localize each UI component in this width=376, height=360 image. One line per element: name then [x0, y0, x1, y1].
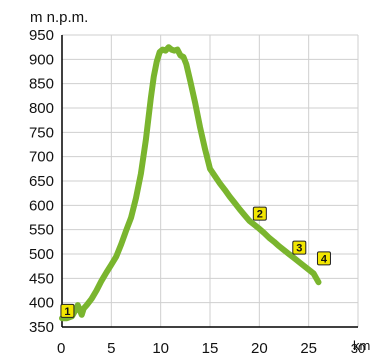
- waypoint-marker-label: 3: [296, 243, 302, 255]
- waypoint-marker-1: 1: [60, 303, 75, 318]
- waypoint-marker-box: [292, 240, 307, 255]
- x-tick-label: 30: [351, 341, 365, 355]
- y-tick-label: 650: [29, 173, 54, 190]
- waypoint-marker-box: [252, 206, 267, 221]
- series-layer: [59, 44, 322, 322]
- y-tick-label: 800: [29, 100, 54, 117]
- y-tick-label: 600: [29, 197, 54, 214]
- x-tick-labels: 0 5 10 15 20 25 30: [57, 340, 365, 357]
- elevation-line: [59, 44, 322, 322]
- y-tick-label: 400: [29, 295, 54, 312]
- y-tick-labels: 350 400 450 500 550 600 650 700 750 800 850 900 950: [29, 27, 54, 336]
- waypoint-marker-label: 1: [64, 306, 70, 318]
- waypoint-marker-label: 2: [257, 209, 263, 221]
- waypoint-marker-2: 2: [252, 206, 267, 221]
- x-tick-label: 25: [300, 340, 317, 355]
- plot-frame: [61, 35, 358, 328]
- y-tick-label: 750: [29, 124, 54, 141]
- y-tick-label: 550: [29, 222, 54, 239]
- x-tick-label: 5: [107, 340, 115, 355]
- x-tick-label: 10: [152, 340, 169, 355]
- markers-layer: 1 2 3 4: [60, 206, 331, 318]
- grid: [61, 34, 359, 328]
- y-tick-label: 700: [29, 149, 54, 166]
- waypoint-marker-3: 3: [292, 240, 307, 255]
- waypoint-marker-box: [60, 303, 75, 318]
- y-tick-label: 450: [29, 270, 54, 287]
- y-axis-label: m n.p.m.: [30, 9, 88, 26]
- x-tick-label: 20: [251, 340, 268, 355]
- x-tick-label: 15: [202, 340, 219, 355]
- y-tick-label: 950: [29, 27, 54, 44]
- waypoint-marker-label: 4: [321, 253, 328, 265]
- y-tick-label: 500: [29, 246, 54, 263]
- y-tick-label: 850: [29, 76, 54, 93]
- waypoint-marker-4: 4: [316, 251, 331, 266]
- x-tick-label: 0: [57, 340, 65, 355]
- waypoint-marker-box: [316, 251, 331, 266]
- x-axis-unit: km: [353, 338, 370, 353]
- y-tick-label: 900: [29, 51, 54, 68]
- y-tick-label: 350: [29, 319, 54, 336]
